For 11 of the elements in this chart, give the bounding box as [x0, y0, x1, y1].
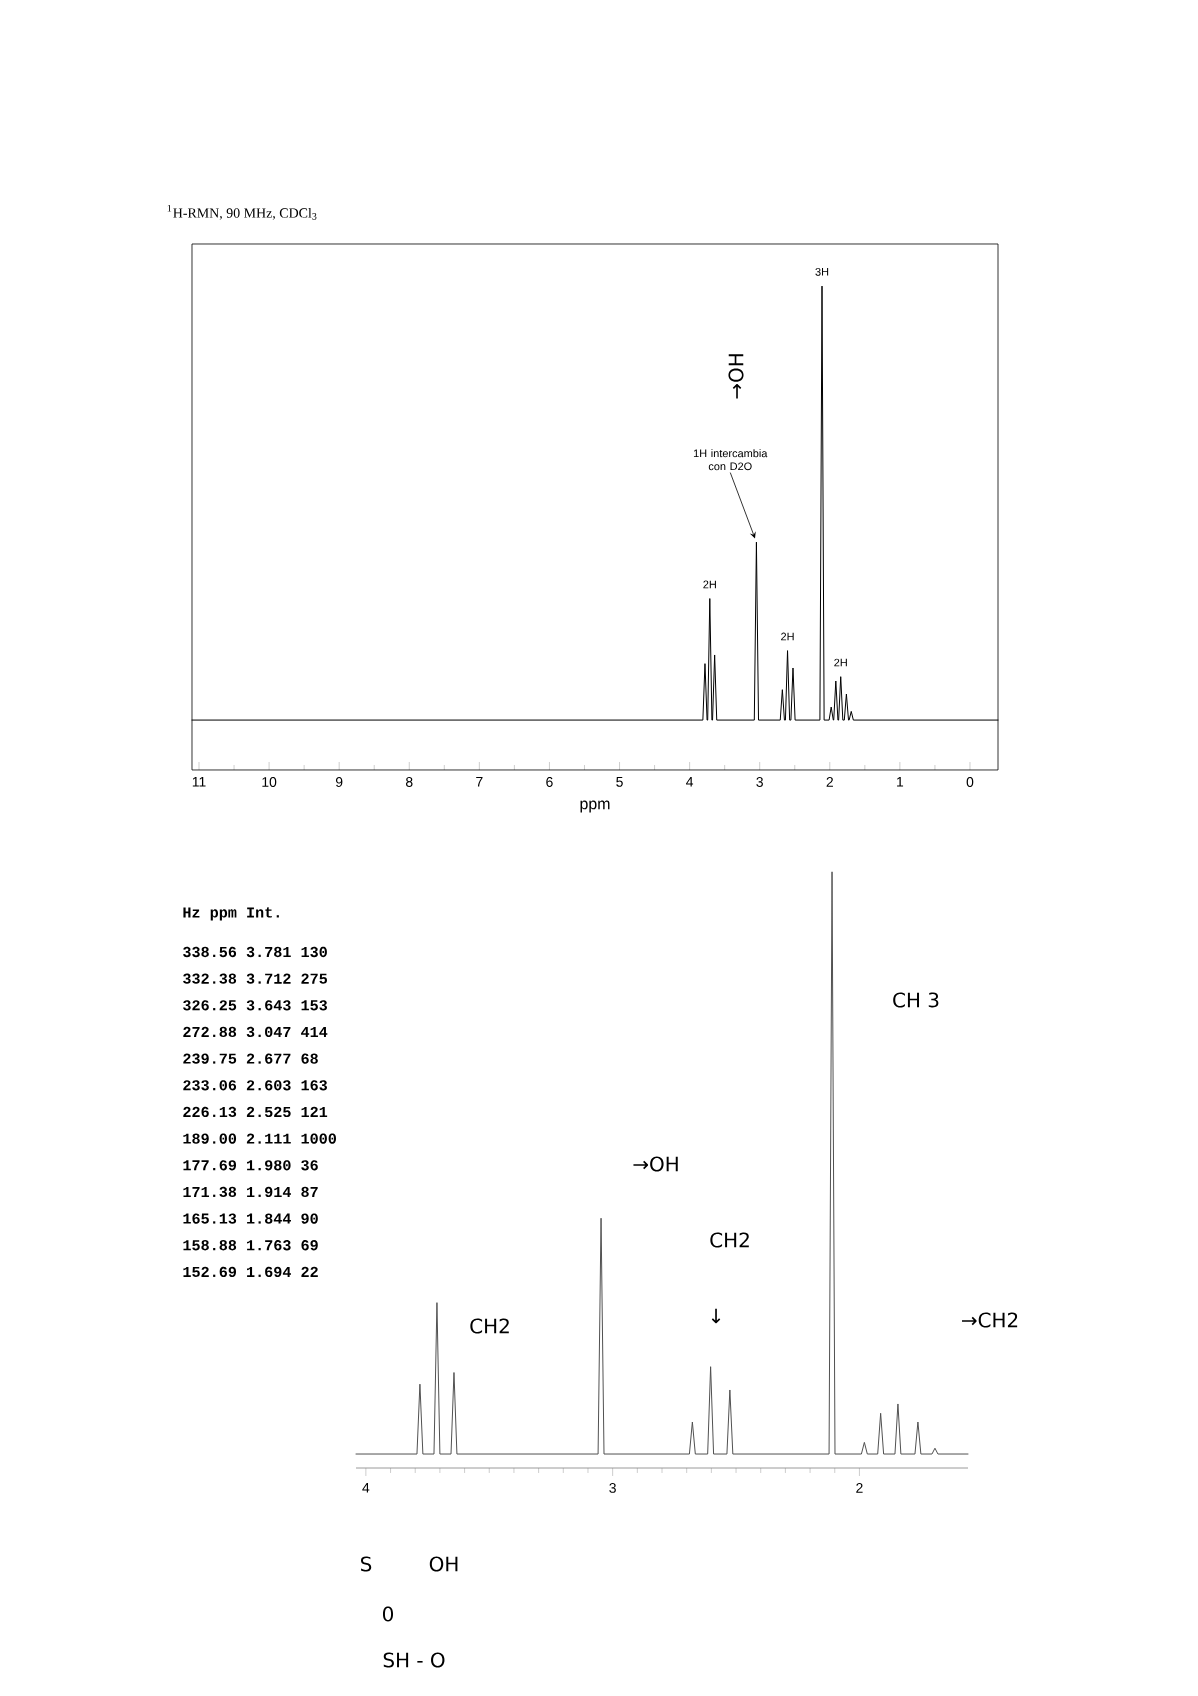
annotation: →OH: [728, 354, 744, 399]
text: S: [360, 1556, 372, 1572]
text: 0: [382, 1606, 394, 1622]
annotation: CH2: [710, 1232, 749, 1248]
annotation: CH2: [470, 1318, 509, 1334]
annotation: →CH2: [962, 1312, 1018, 1328]
text: OH: [429, 1556, 458, 1572]
annotation: →OH: [633, 1156, 678, 1172]
annotation: ↓: [711, 1308, 721, 1324]
text: SH - O: [383, 1652, 445, 1668]
annotation: CH 3: [893, 992, 939, 1008]
